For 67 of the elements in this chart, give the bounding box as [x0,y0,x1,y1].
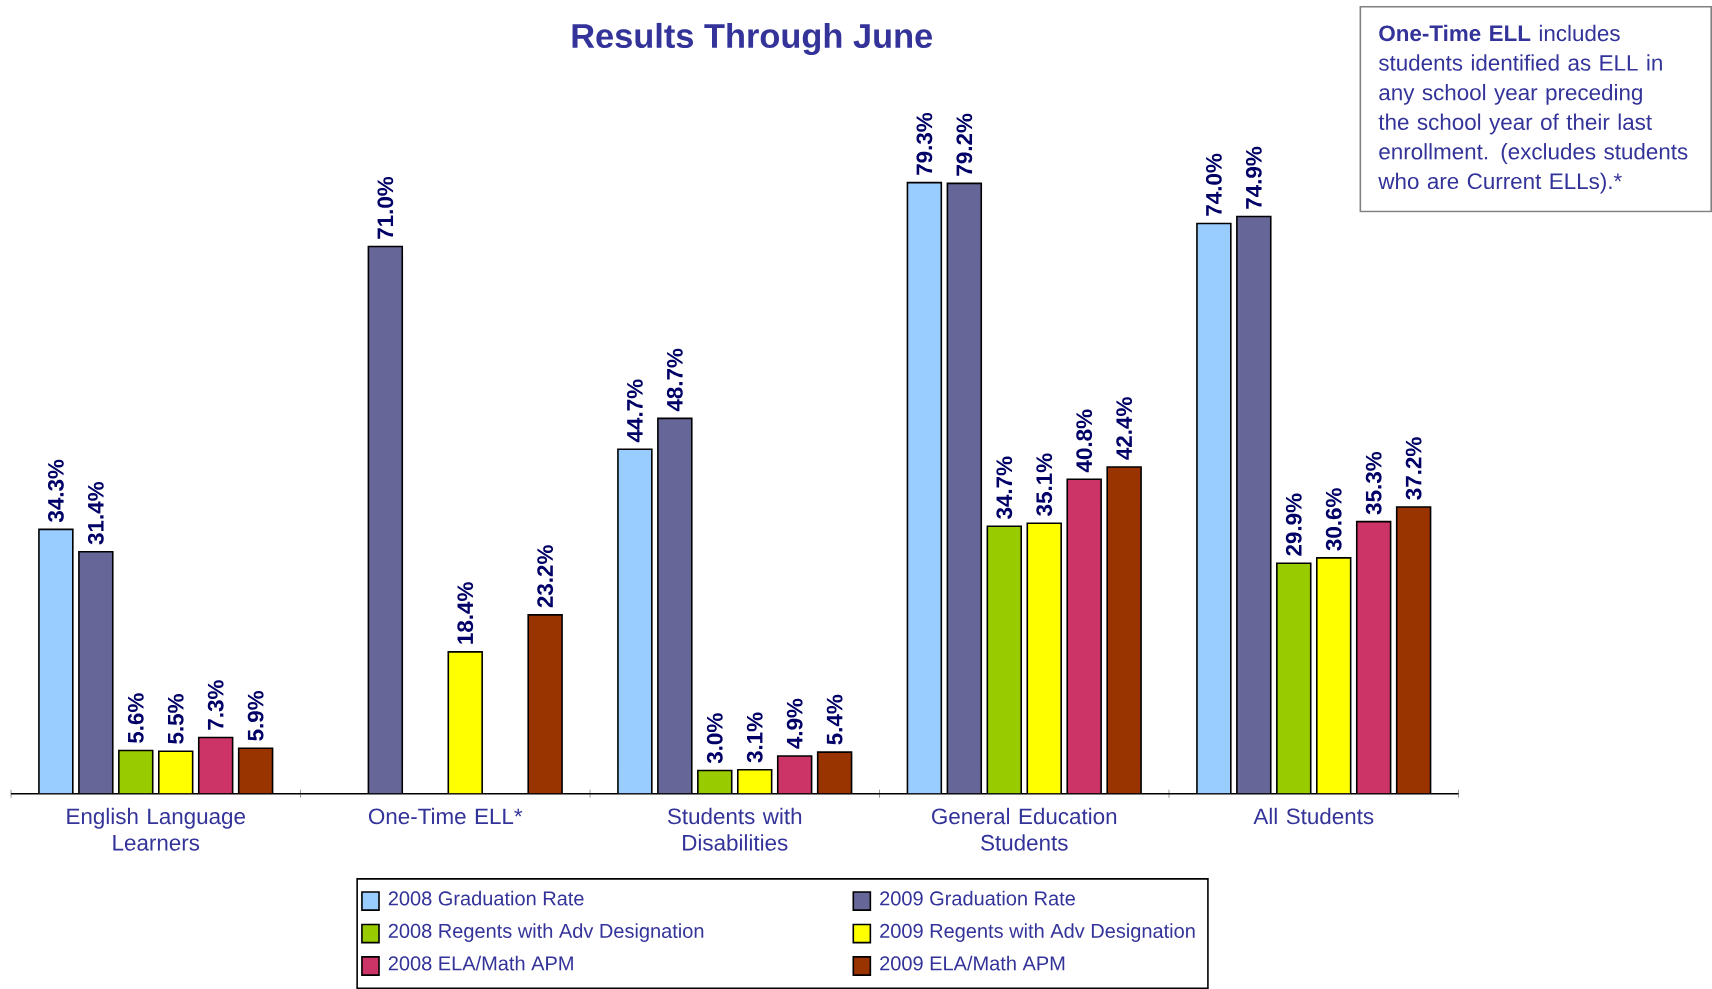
data-label: 5.9% [247,690,264,741]
bar [737,768,773,794]
data-label: 42.4% [1116,397,1133,460]
annotation: One-Time ELL includes students identified as ELL in any school year preceding the school year of their last enrollment. (excludes students who are Current ELLs).* [1378,24,1688,194]
bar [1315,557,1352,794]
data-label: 5.5% [167,694,184,744]
bar [527,614,563,794]
bar [617,448,653,794]
data-label: 79.3% [916,112,933,175]
bar [237,747,274,794]
x-tick-label: One-Time ELL* [368,807,523,825]
bar [816,751,853,794]
data-label: 35.1% [1036,453,1053,516]
data-label: 35.3% [1365,451,1382,515]
bar [697,770,732,794]
data-label: 5.4% [826,694,843,745]
data-label: 30.6% [1325,488,1342,551]
data-label: 31.4% [87,482,104,545]
bar [78,550,114,794]
bar [1355,520,1392,794]
bar [987,526,1022,794]
bar [1066,478,1102,794]
bar [197,736,234,794]
data-label: 71.0% [377,176,394,239]
data-label: 18.4% [457,582,474,644]
data-label: 29.9% [1285,493,1302,556]
bar [1276,562,1312,794]
bar [1395,506,1432,794]
bar [1026,522,1062,794]
data-label: 5.6% [127,693,144,744]
legend-label: 2008 Graduation Rate [388,890,584,906]
data-label: 37.2% [1405,437,1422,500]
data-label: 7.3% [207,680,224,730]
bar [776,755,813,794]
data-label: 40.8% [1076,409,1093,473]
data-label: 74.9% [1245,146,1262,209]
data-label: 79.2% [956,113,973,176]
data-label: 34.3% [47,459,64,523]
legend-label: 2008 ELA/Math APM [388,955,573,971]
bar [118,750,153,794]
legend-label: 2009 Graduation Rate [880,890,1075,906]
data-label: 4.9% [786,698,803,749]
bar [157,750,194,794]
bar [1196,222,1232,794]
data-label: 3.0% [706,713,723,764]
bar [38,528,74,794]
bar [946,182,983,794]
chart-title: Results Through June [572,22,933,56]
legend-label: 2009 ELA/Math APM [880,955,1065,971]
x-tick-label: General Education Students [932,807,1117,851]
x-tick-label: English Language Learners [67,807,245,851]
data-label: 44.7% [627,379,643,443]
bar [1236,215,1272,794]
data-label: 23.2% [537,545,554,608]
data-label: 34.7% [996,456,1013,519]
bar [657,417,693,794]
bar [1106,466,1142,794]
bar [447,651,483,794]
data-label: 48.7% [666,348,683,412]
legend-label: 2009 Regents with Adv Designation [880,923,1195,942]
legend-label: 2008 Regents with Adv Designation [388,923,704,942]
x-tick-label: All Students [1253,807,1374,825]
bar [906,181,943,794]
data-label: 3.1% [746,712,763,763]
x-tick-label: Students with Disabilities [667,807,802,851]
bar [367,245,404,794]
data-label: 74.0% [1205,153,1222,216]
